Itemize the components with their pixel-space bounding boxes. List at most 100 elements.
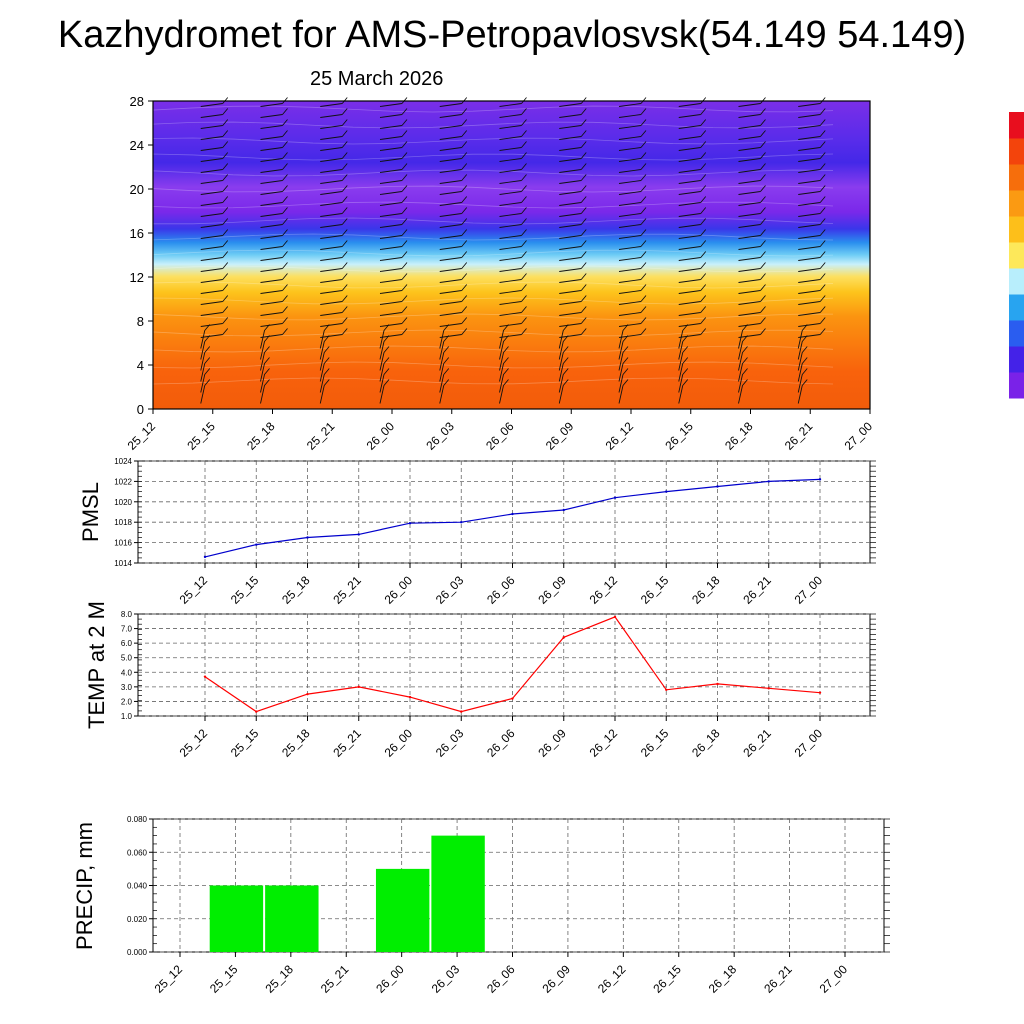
wind-barb: [499, 108, 527, 118]
wind-barb: [618, 317, 647, 327]
contour-line: [152, 313, 834, 321]
wind-barb: [559, 306, 587, 316]
temp-data-point: [562, 636, 565, 639]
wind-barb: [439, 306, 468, 316]
wind-barb: [618, 152, 647, 162]
wind-barb: [379, 185, 408, 195]
wind-barb: [798, 328, 826, 338]
temp-xtick-label: 26_18: [689, 726, 723, 760]
heatmap-ytick-label: 4: [137, 358, 144, 373]
precip-xtick-label: 26_12: [595, 962, 629, 996]
contour-line: [152, 249, 834, 257]
wind-barb: [738, 152, 766, 162]
wind-barb: [200, 207, 229, 217]
wind-barb: [499, 295, 527, 305]
colorbar-segment: [1009, 346, 1024, 373]
wind-barb: [738, 317, 766, 327]
wind-barb: [200, 379, 211, 404]
wind-barb: [499, 152, 527, 162]
wind-barb: [618, 295, 647, 305]
wind-barb: [200, 273, 229, 283]
wind-barb: [798, 185, 826, 195]
wind-barb: [379, 379, 390, 404]
precip-xtick-label: 25_12: [152, 962, 186, 996]
wind-barb: [379, 141, 408, 151]
heatmap-ytick-label: 8: [137, 314, 144, 329]
wind-barb: [798, 119, 826, 129]
wind-barb: [678, 284, 707, 294]
temp-xtick-label: 26_06: [484, 726, 518, 760]
wind-barb: [200, 240, 229, 250]
wind-barb: [200, 368, 211, 393]
wind-barb: [499, 368, 509, 393]
wind-barb: [379, 229, 408, 239]
temp-ytick-label: 8.0: [121, 610, 133, 619]
temp-xtick-label: 25_12: [177, 726, 211, 760]
wind-barb: [320, 207, 348, 217]
wind-barb: [678, 306, 707, 316]
wind-barb: [260, 368, 270, 393]
wind-barb: [499, 196, 527, 206]
contour-line: [152, 169, 834, 177]
contour-line: [152, 233, 834, 241]
wind-barb: [738, 108, 766, 118]
wind-barb: [499, 141, 527, 151]
wind-barb: [678, 273, 707, 283]
pmsl-xtick-label: 27_00: [792, 573, 826, 607]
precip-xtick-label: 26_06: [484, 962, 518, 996]
wind-barb: [618, 196, 647, 206]
wind-barb: [499, 174, 527, 184]
wind-barb: [320, 273, 348, 283]
pmsl-data-point: [306, 536, 309, 539]
wind-barb: [738, 207, 766, 217]
wind-barb: [499, 357, 509, 382]
precip-xtick-label: 25_18: [262, 962, 296, 996]
pmsl-ylabel: PMSL: [78, 482, 103, 542]
wind-barb: [200, 152, 229, 162]
temp-data-point: [818, 691, 822, 694]
pmsl-xtick-label: 26_00: [382, 573, 416, 607]
contour-line: [152, 345, 834, 353]
wind-barb: [559, 273, 587, 283]
wind-barb: [260, 346, 270, 371]
colorbar-segment: [1009, 320, 1024, 347]
temp-data-point: [511, 697, 514, 700]
wind-barb: [200, 163, 229, 173]
wind-barb: [320, 152, 348, 162]
wind-barb: [618, 368, 629, 393]
precip-xtick-label: 26_00: [373, 962, 407, 996]
wind-barb: [797, 379, 808, 404]
wind-barb: [200, 185, 229, 195]
heatmap-xtick-label: 25_12: [125, 419, 159, 453]
wind-barb: [319, 368, 330, 393]
pmsl-xtick-label: 25_15: [228, 573, 262, 607]
contour-line: [152, 281, 834, 289]
wind-barb: [439, 229, 468, 239]
pmsl-xtick-label: 25_21: [330, 573, 364, 607]
wind-barb: [379, 251, 408, 261]
wind-barb: [439, 273, 468, 283]
wind-barb: [678, 218, 707, 228]
precip-bar: [431, 835, 485, 952]
pmsl-ytick-label: 1014: [114, 559, 132, 568]
pmsl-data-point: [613, 496, 617, 499]
wind-barb: [260, 328, 288, 338]
temp-data-point: [613, 615, 617, 619]
heatmap-xtick-label: 26_09: [543, 419, 577, 453]
precip-ytick-label: 0.040: [127, 882, 148, 891]
wind-barb: [200, 130, 229, 140]
wind-barb: [678, 141, 707, 151]
wind-barb: [678, 328, 707, 338]
wind-barb: [738, 306, 766, 316]
wind-barb: [798, 218, 826, 228]
wind-barb: [439, 379, 450, 404]
wind-barb: [439, 108, 468, 118]
temp-xtick-label: 25_18: [279, 726, 313, 760]
wind-barb: [200, 306, 229, 316]
temp-xtick-label: 26_00: [382, 726, 416, 760]
wind-barb: [379, 328, 408, 338]
wind-barb: [439, 130, 468, 140]
wind-barb: [379, 130, 408, 140]
wind-barb: [558, 357, 569, 382]
wind-barb: [738, 284, 766, 294]
